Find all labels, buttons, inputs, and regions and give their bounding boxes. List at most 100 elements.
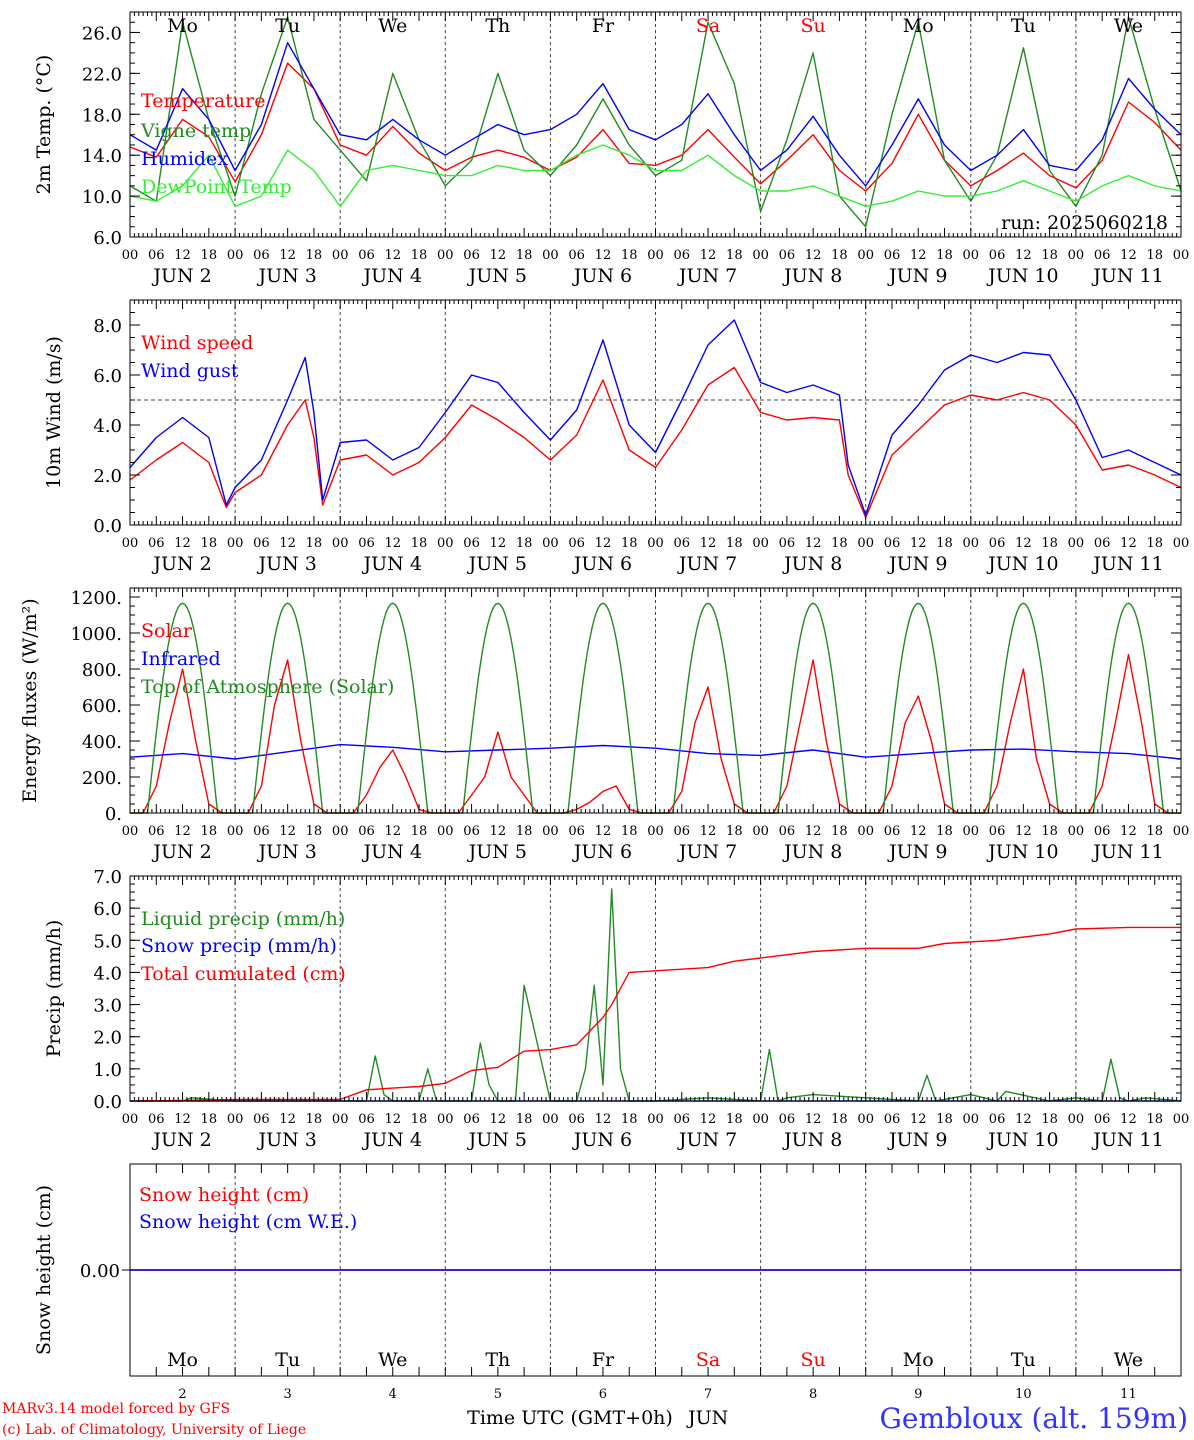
x-hour-label: 12 <box>1015 1112 1032 1127</box>
day-name-top: We <box>378 15 407 37</box>
x-date-label: JUN 8 <box>782 553 842 575</box>
x-hour-label: 00 <box>122 1112 139 1127</box>
x-date-label: JUN 9 <box>887 265 947 287</box>
x-hour-label: 06 <box>674 1112 691 1127</box>
y-tick-label: 400. <box>82 732 122 753</box>
x-hour-label: 18 <box>306 536 323 551</box>
x-hour-label: 12 <box>1120 1112 1137 1127</box>
x-hour-label: 06 <box>989 248 1006 263</box>
x-hour-label: 12 <box>910 824 927 839</box>
x-date-label: JUN 11 <box>1091 265 1163 287</box>
x-date-label: JUN 4 <box>362 553 422 575</box>
x-hour-label: 06 <box>463 536 480 551</box>
day-name-bottom: Mo <box>903 1349 934 1371</box>
y-tick-label: 14.0 <box>82 146 122 167</box>
legend-entry: Snow precip (mm/h) <box>141 935 337 957</box>
y-tick-label: 0.0 <box>93 1092 122 1113</box>
x-date-number: 8 <box>809 1387 817 1402</box>
x-hour-label: 12 <box>490 1112 507 1127</box>
day-name-top: Tu <box>275 15 300 37</box>
x-hour-label: 12 <box>805 1112 822 1127</box>
x-hour-label: 18 <box>306 248 323 263</box>
x-hour-label: 18 <box>306 824 323 839</box>
y-tick-label: 600. <box>82 696 122 717</box>
y-axis-label: Precip (mm/h) <box>43 920 65 1058</box>
x-hour-label: 12 <box>490 536 507 551</box>
x-date-label: JUN 2 <box>151 553 211 575</box>
x-date-number: 6 <box>599 1387 607 1402</box>
x-date-label: JUN 6 <box>572 265 632 287</box>
credit-line-1: MARv3.14 model forced by GFS <box>2 1401 230 1417</box>
legend-entry: Liquid precip (mm/h) <box>141 908 345 930</box>
x-date-number: 9 <box>914 1387 922 1402</box>
x-hour-label: 00 <box>752 824 769 839</box>
day-name-top: Mo <box>167 15 198 37</box>
day-name-bottom: Su <box>801 1349 826 1371</box>
x-hour-label: 18 <box>831 1112 848 1127</box>
x-hour-label: 18 <box>1146 824 1163 839</box>
x-hour-label: 00 <box>437 824 454 839</box>
x-hour-label: 06 <box>568 1112 585 1127</box>
x-hour-label: 18 <box>516 248 533 263</box>
x-hour-label: 18 <box>201 248 218 263</box>
run-label: run: 2025060218 <box>1001 212 1168 234</box>
x-hour-label: 00 <box>227 536 244 551</box>
x-hour-label: 06 <box>568 248 585 263</box>
x-hour-label: 12 <box>1015 248 1032 263</box>
axes-layer <box>122 11 1182 1377</box>
x-hour-label: 00 <box>857 824 874 839</box>
day-name-top: Su <box>801 15 826 37</box>
y-tick-label: 8.0 <box>93 316 122 337</box>
x-hour-label: 00 <box>1173 536 1190 551</box>
x-hour-label: 06 <box>989 1112 1006 1127</box>
x-hour-label: 06 <box>463 248 480 263</box>
x-hour-label: 00 <box>332 1112 349 1127</box>
x-hour-label: 00 <box>437 1112 454 1127</box>
legend-entry: Vigne temp <box>140 120 251 142</box>
legend-entry: Total cumulated (cm) <box>141 963 346 985</box>
y-tick-label: 0.00 <box>80 1261 120 1282</box>
x-hour-label: 18 <box>516 1112 533 1127</box>
x-date-label: JUN 10 <box>986 1129 1058 1151</box>
x-hour-label: 18 <box>1146 536 1163 551</box>
x-date-label: JUN 6 <box>572 1129 632 1151</box>
x-hour-label: 12 <box>700 248 717 263</box>
x-hour-label: 12 <box>1120 824 1137 839</box>
x-hour-label: 18 <box>1146 248 1163 263</box>
x-hour-label: 18 <box>201 1112 218 1127</box>
x-hour-label: 12 <box>805 536 822 551</box>
x-axis-title: Time UTC (GMT+0h) <box>467 1407 673 1429</box>
series-line-infrared <box>129 743 1182 760</box>
x-hour-label: 06 <box>568 536 585 551</box>
x-hour-label: 00 <box>857 248 874 263</box>
x-hour-label: 06 <box>884 536 901 551</box>
legend-entry: Infrared <box>141 648 221 670</box>
x-hour-label: 18 <box>201 536 218 551</box>
y-tick-label: 6.0 <box>93 228 122 249</box>
x-hour-label: 00 <box>542 536 559 551</box>
y-tick-label: 200. <box>82 768 122 789</box>
x-hour-label: 12 <box>595 824 612 839</box>
y-tick-label: 1000. <box>70 624 122 645</box>
x-hour-label: 06 <box>884 1112 901 1127</box>
x-date-label: JUN 3 <box>256 265 316 287</box>
x-date-label: JUN 5 <box>467 1129 527 1151</box>
x-date-number: 5 <box>494 1387 502 1402</box>
x-hour-label: 18 <box>411 824 428 839</box>
x-hour-label: 00 <box>542 1112 559 1127</box>
x-hour-label: 00 <box>857 536 874 551</box>
series-line-wind-speed <box>129 366 1182 519</box>
series-line-humidex <box>129 42 1182 187</box>
x-hour-label: 18 <box>831 536 848 551</box>
x-date-label: JUN 11 <box>1091 1129 1163 1151</box>
x-hour-label: 00 <box>332 536 349 551</box>
y-tick-label: 4.0 <box>93 963 122 984</box>
y-tick-label: 7.0 <box>93 867 122 888</box>
x-hour-label: 12 <box>1120 536 1137 551</box>
x-hour-label: 18 <box>621 1112 638 1127</box>
x-hour-label: 06 <box>148 248 165 263</box>
x-date-label: JUN 2 <box>151 265 211 287</box>
x-hour-label: 00 <box>227 824 244 839</box>
x-hour-label: 12 <box>1015 824 1032 839</box>
